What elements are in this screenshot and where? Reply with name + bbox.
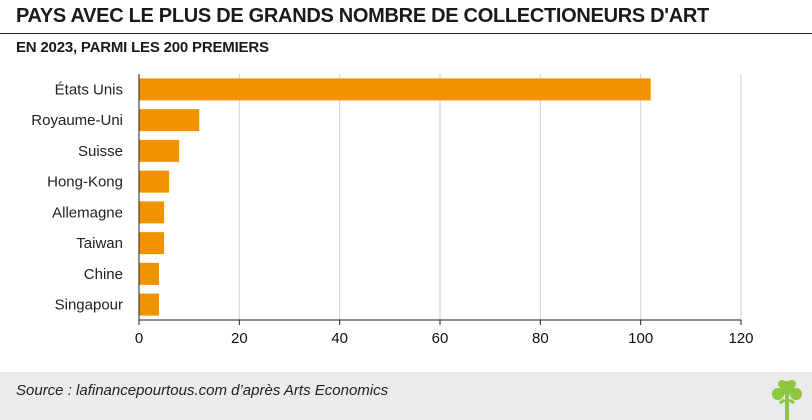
x-tick-label: 80	[532, 330, 549, 347]
chart-title: PAYS AVEC LE PLUS DE GRANDS NOMBRE DE CO…	[16, 5, 709, 27]
category-label: Chine	[84, 266, 123, 283]
bar	[139, 170, 170, 193]
axes	[138, 74, 742, 325]
x-tick-label: 20	[231, 330, 248, 347]
category-label: Singapour	[55, 297, 123, 314]
bar	[139, 139, 180, 162]
x-tick-label: 40	[331, 330, 348, 347]
x-tick-label: 120	[728, 330, 753, 347]
bar-chart: États Unis Royaume-Uni Suisse Hong-Kong Alle…	[31, 74, 754, 347]
title-divider	[0, 33, 812, 34]
category-label: Hong-Kong	[47, 174, 123, 191]
bar	[139, 293, 160, 316]
bar	[139, 109, 200, 132]
source-note: Source : lafinancepourtous.com d’après A…	[16, 382, 389, 399]
tree-logo-icon	[772, 380, 802, 420]
x-tick-labels: 0 20 40 60 80 100 120	[135, 330, 754, 347]
category-label: États Unis	[55, 81, 123, 98]
category-label: Suisse	[78, 143, 123, 160]
category-labels: États Unis Royaume-Uni Suisse Hong-Kong Alle…	[31, 81, 123, 313]
source-footer	[0, 372, 812, 420]
x-tick-label: 60	[432, 330, 449, 347]
bar	[139, 232, 165, 255]
category-label: Allemagne	[52, 204, 123, 221]
bar	[139, 262, 160, 285]
x-tick-label: 100	[628, 330, 653, 347]
chart-subtitle: EN 2023, PARMI LES 200 PREMIERS	[16, 39, 269, 56]
category-label: Taiwan	[76, 235, 123, 252]
bar	[139, 201, 165, 224]
x-tick-label: 0	[135, 330, 143, 347]
category-label: Royaume-Uni	[31, 112, 123, 129]
grid-lines	[238, 74, 742, 320]
bars	[139, 78, 651, 316]
bar	[139, 78, 651, 101]
